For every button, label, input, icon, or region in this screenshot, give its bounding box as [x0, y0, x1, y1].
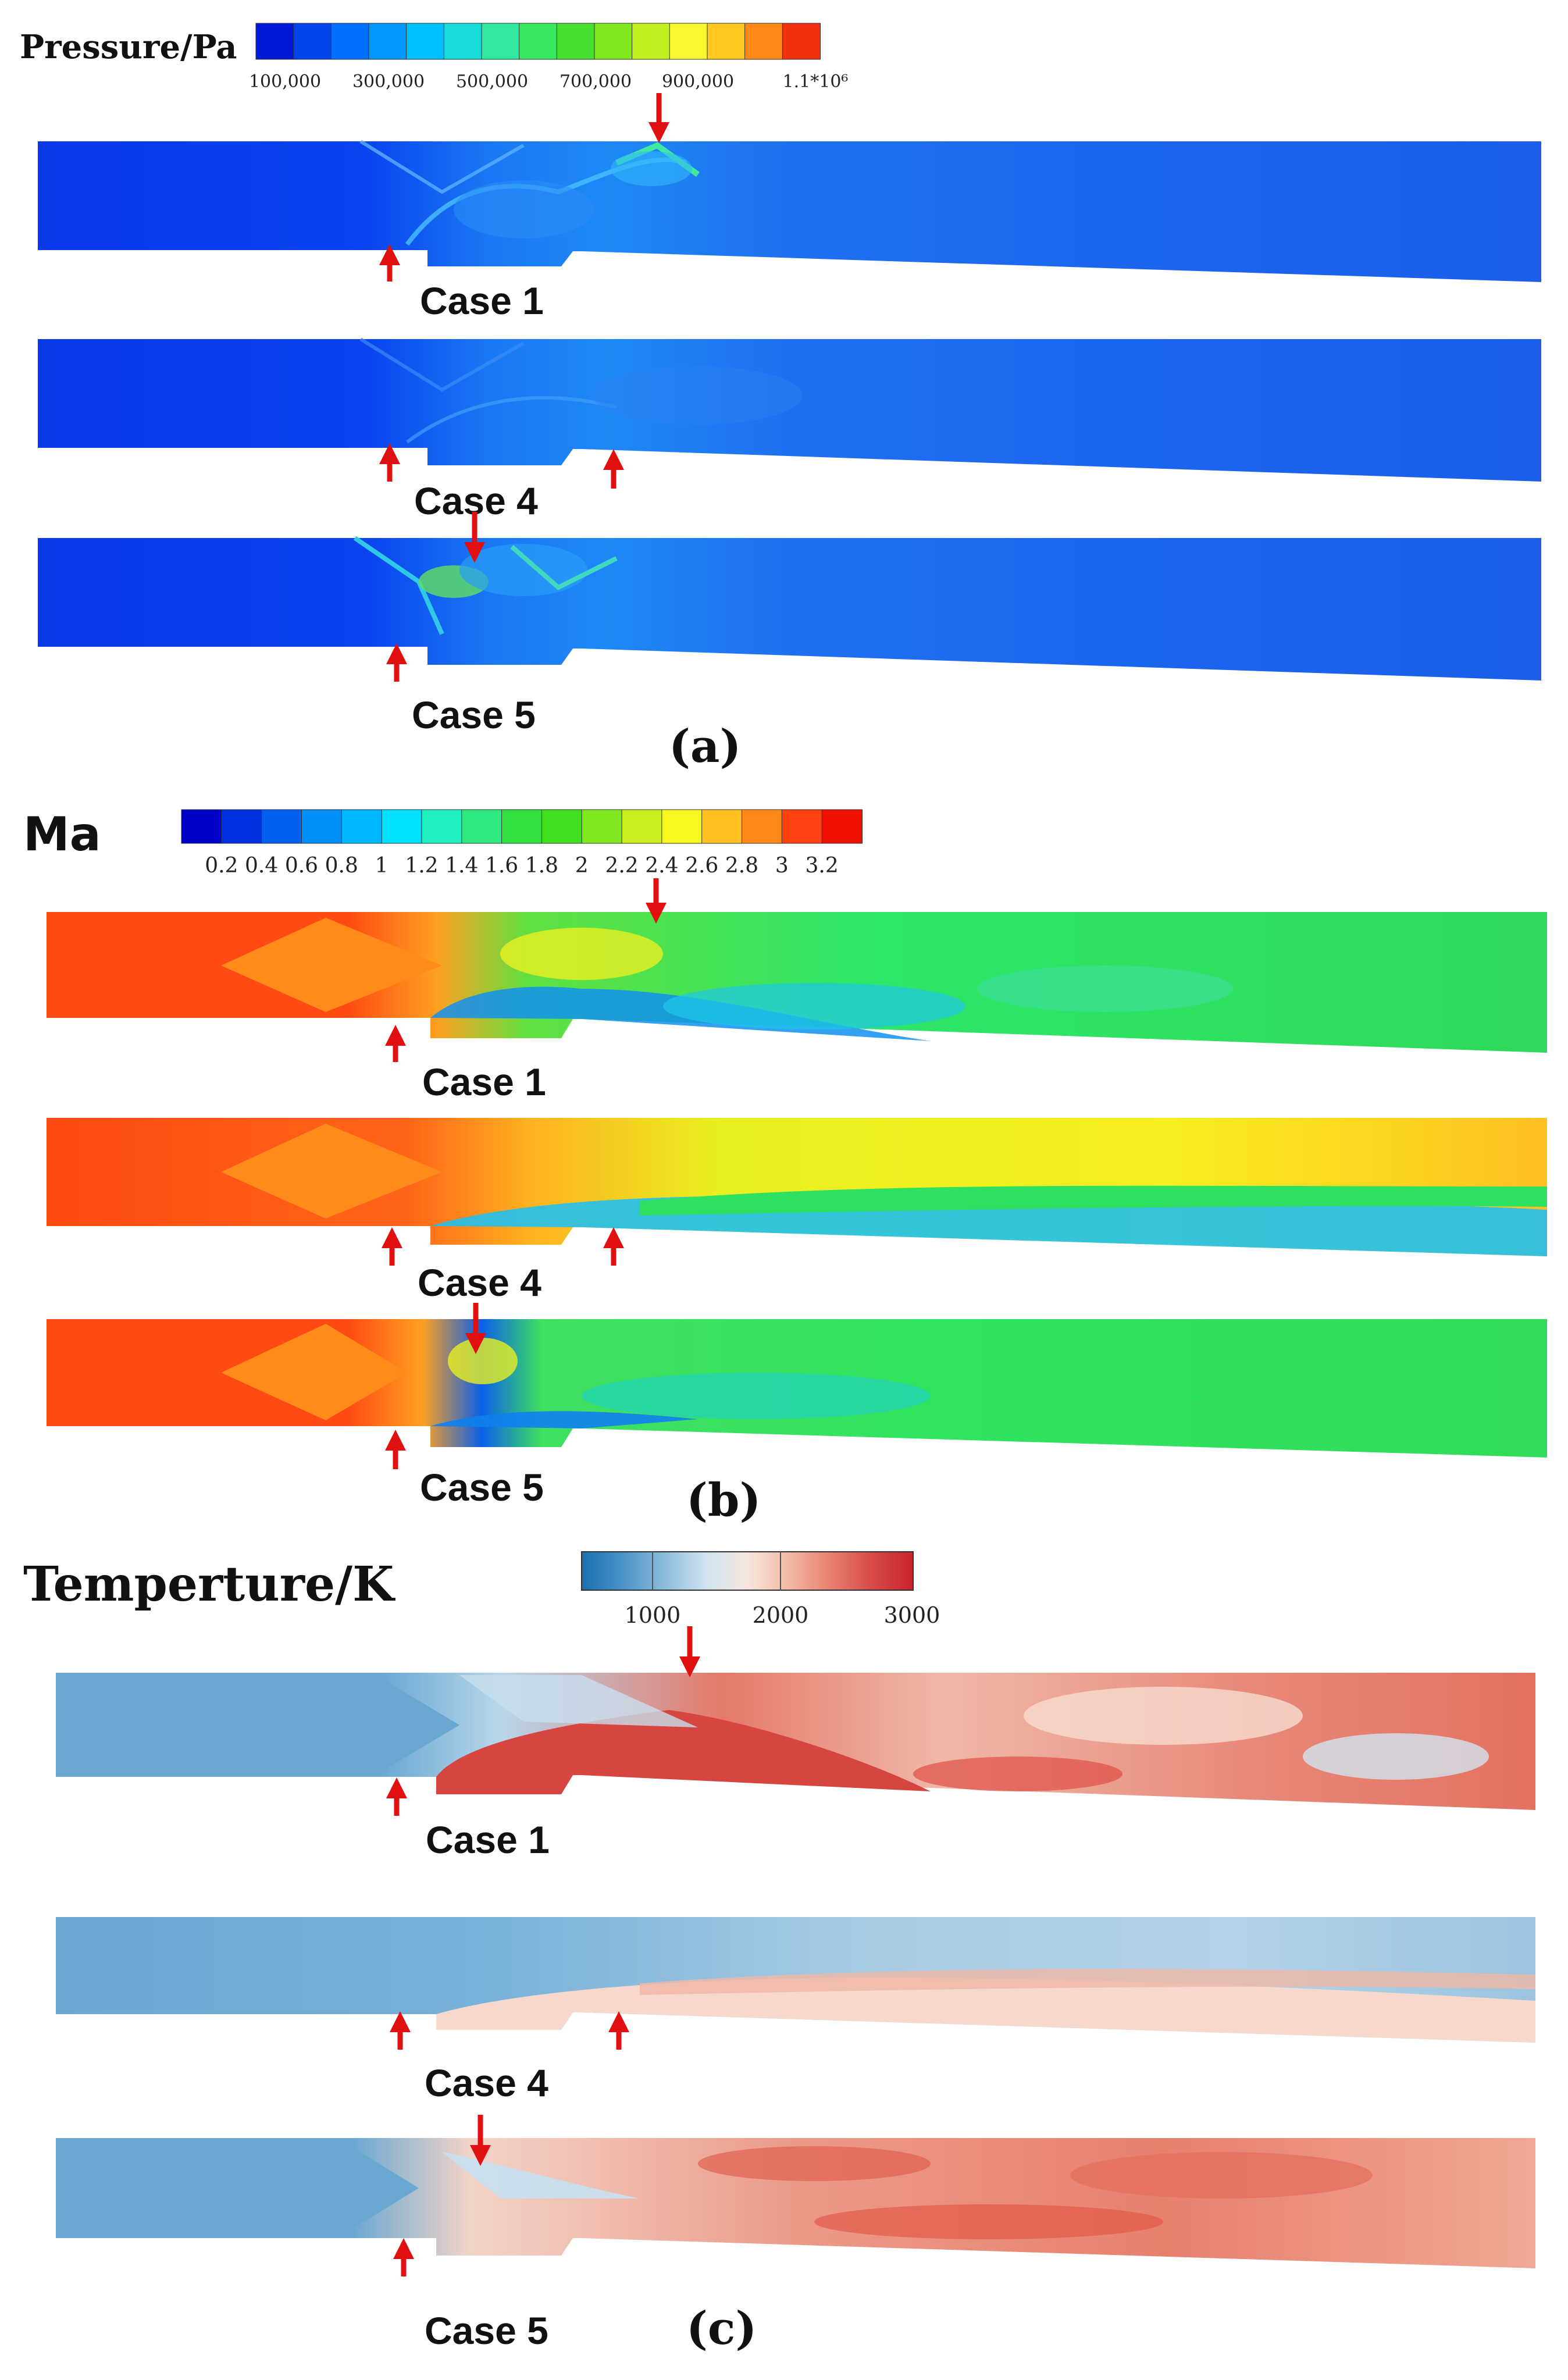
temperature-title: Temperture/K: [23, 1556, 395, 1612]
mach-case1-contour: [47, 912, 1547, 1053]
colorbar-swatch: [744, 23, 783, 60]
colorbar-swatch: [581, 809, 623, 844]
colorbar-tick-label: 0.6: [285, 854, 318, 878]
colorbar-tick-label: 2.2: [605, 854, 638, 878]
colorbar-swatch: [381, 809, 422, 844]
colorbar-swatch: [781, 809, 823, 844]
colorbar-swatch: [632, 23, 671, 60]
colorbar-tick-label: 3000: [884, 1602, 940, 1628]
colorbar-swatch: [661, 809, 703, 844]
panel-c-temperature: Temperture/K 1000 2000 3000 Case 1: [23, 1551, 1535, 2355]
pressure-case5-contour: [38, 536, 1541, 680]
colorbar-tick-label: 1.2: [405, 854, 438, 878]
colorbar-tick-label: 1.1*10⁶: [783, 72, 849, 92]
colorbar-swatch: [330, 23, 369, 60]
colorbar-swatch: [301, 809, 343, 844]
temperature-colorbar: 1000 2000 3000: [581, 1551, 940, 1628]
colorbar-tick-label: 2000: [753, 1602, 809, 1628]
colorbar-swatch: [556, 23, 595, 60]
pressure-title: Pressure/Pa: [20, 28, 237, 66]
colorbar-tick-label: 3: [775, 854, 789, 878]
temperature-case4-contour: [56, 1917, 1535, 2043]
colorbar-swatch: [519, 23, 558, 60]
colorbar-gradient: [581, 1551, 914, 1591]
panel-a-pressure: Pressure/Pa 100,000 300,000 500,000 700,000…: [20, 23, 1541, 773]
colorbar-swatch: [594, 23, 633, 60]
colorbar-tick-label: 500,000: [456, 72, 528, 92]
colorbar-swatch: [821, 809, 863, 844]
colorbar-swatch: [341, 809, 383, 844]
colorbar-tick-label: 2.8: [725, 854, 758, 878]
colorbar-tick-label: 700,000: [560, 72, 632, 92]
colorbar-swatch: [707, 23, 746, 60]
colorbar-tick-label: 2.6: [685, 854, 718, 878]
temperature-case1-contour: [56, 1673, 1535, 1810]
colorbar-swatch: [221, 809, 262, 844]
pressure-case1-label: Case 1: [420, 279, 544, 322]
colorbar-tick-label: 0.8: [325, 854, 358, 878]
colorbar-tick-label: 1.6: [485, 854, 518, 878]
panel-b-mach: Ma 0.2 0.4 0.6 0.8 1 1.2 1.4 1.6 1.8 2 2.2 2.4 2.6 2.…: [23, 807, 1547, 1527]
pressure-case5-label: Case 5: [412, 693, 536, 736]
colorbar-tick-label: 1000: [625, 1602, 681, 1628]
colorbar-tick-label: 2.4: [645, 854, 678, 878]
colorbar-swatch: [255, 23, 294, 60]
colorbar-tick-label: 1.8: [525, 854, 558, 878]
pressure-case1-contour: [38, 140, 1541, 282]
colorbar-tick-label: 300,000: [352, 72, 425, 92]
colorbar-swatch: [541, 809, 583, 844]
colorbar-swatch: [481, 23, 520, 60]
mach-case5-contour: [47, 1319, 1547, 1458]
colorbar-swatch: [368, 23, 407, 60]
temperature-case4-label: Case 4: [425, 2061, 548, 2104]
colorbar-tick-label: 900,000: [662, 72, 734, 92]
mach-case4-contour: [47, 1118, 1547, 1256]
colorbar-swatch: [421, 809, 462, 844]
colorbar-tick-label: 3.2: [806, 854, 839, 878]
colorbar-swatch: [621, 809, 662, 844]
temperature-case5-contour: [56, 2138, 1535, 2268]
colorbar-swatch: [701, 809, 743, 844]
colorbar-tick-label: 1.4: [445, 854, 478, 878]
colorbar-swatch: [669, 23, 708, 60]
colorbar-swatch: [443, 23, 482, 60]
colorbar-tick-label: 0.4: [245, 854, 278, 878]
colorbar-tick-label: 1: [375, 854, 389, 878]
colorbar-swatch: [293, 23, 332, 60]
colorbar-swatch: [406, 23, 445, 60]
mach-colorbar: 0.2 0.4 0.6 0.8 1 1.2 1.4 1.6 1.8 2 2.2 2.4 2.6 2.8 3 3…: [181, 809, 863, 878]
colorbar-swatch: [501, 809, 543, 844]
colorbar-swatch: [261, 809, 302, 844]
mach-case5-label: Case 5: [420, 1466, 544, 1509]
mach-title: Ma: [23, 807, 101, 861]
colorbar-swatch: [742, 809, 783, 844]
temperature-case1-label: Case 1: [426, 1818, 550, 1861]
panel-a-label: (a): [669, 720, 741, 773]
colorbar-tick-label: 2: [575, 854, 589, 878]
colorbar-swatch: [782, 23, 821, 60]
panel-b-label: (b): [686, 1474, 761, 1527]
colorbar-swatch: [181, 809, 222, 844]
colorbar-swatch: [461, 809, 503, 844]
pressure-case4-contour: [38, 337, 1541, 482]
colorbar-tick-label: 0.2: [205, 854, 238, 878]
panel-c-label: (c): [686, 2302, 757, 2355]
colorbar-tick-label: 100,000: [249, 72, 321, 92]
mach-case4-label: Case 4: [418, 1261, 541, 1304]
mach-case1-label: Case 1: [422, 1060, 546, 1103]
temperature-case5-label: Case 5: [425, 2309, 548, 2352]
pressure-colorbar: 100,000 300,000 500,000 700,000 900,000 1.1*1…: [249, 23, 848, 92]
